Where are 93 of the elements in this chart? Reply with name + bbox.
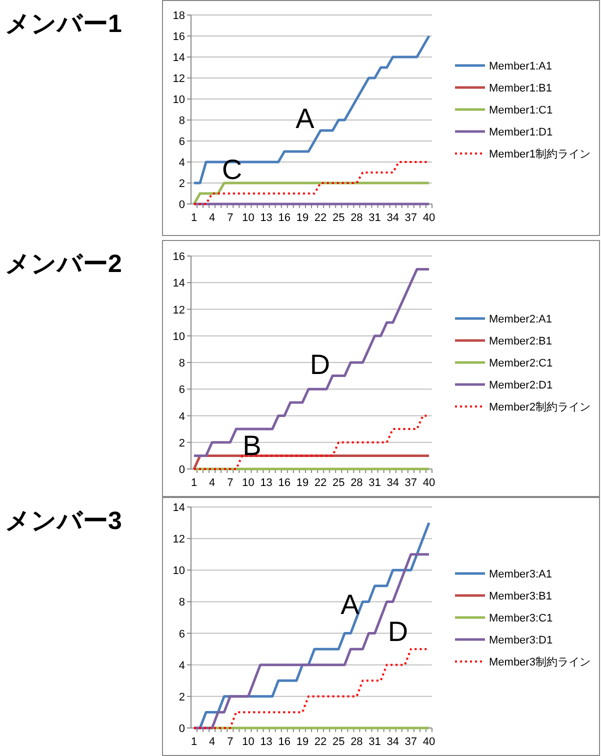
x-tick-label: 4 <box>209 477 216 489</box>
x-tick-label: 13 <box>260 212 272 224</box>
x-tick-label: 25 <box>332 477 345 489</box>
x-tick-label: 40 <box>422 212 436 224</box>
x-tick-label: 31 <box>368 212 381 224</box>
y-tick-label: 4 <box>178 410 185 423</box>
x-tick-label: 25 <box>332 736 345 748</box>
x-tick-label: 13 <box>260 736 272 748</box>
legend-label: Member2:B1 <box>489 336 552 348</box>
legend-label: Member3:C1 <box>489 612 553 624</box>
y-tick-label: 4 <box>178 660 185 672</box>
x-tick-label: 37 <box>404 736 418 748</box>
x-tick-label: 22 <box>314 477 327 489</box>
annotation: A <box>296 103 315 134</box>
legend-label: Member3:D1 <box>489 634 553 646</box>
x-tick-label: 37 <box>404 212 418 224</box>
y-tick-label: 14 <box>172 278 185 290</box>
x-tick-label: 31 <box>368 477 381 489</box>
y-tick-label: 18 <box>172 10 185 22</box>
x-tick-label: 7 <box>227 477 234 489</box>
chart-title: メンバー1 <box>5 10 122 38</box>
y-tick-label: 14 <box>172 52 185 64</box>
y-tick-label: 10 <box>172 565 185 578</box>
y-tick-label: 10 <box>172 330 185 343</box>
x-tick-label: 10 <box>242 736 254 748</box>
x-tick-label: 16 <box>278 736 291 748</box>
legend-label: Member2:D1 <box>489 380 553 392</box>
x-tick-label: 16 <box>278 477 291 489</box>
x-tick-label: 19 <box>296 736 309 748</box>
annotation: C <box>222 154 242 185</box>
x-tick-label: 4 <box>209 212 216 224</box>
y-tick-label: 4 <box>178 157 185 169</box>
y-tick-label: 12 <box>172 304 185 316</box>
legend-label: Member1:D1 <box>489 126 553 138</box>
y-tick-label: 14 <box>172 502 185 514</box>
y-tick-label: 2 <box>178 691 185 704</box>
x-tick-label: 10 <box>242 477 254 489</box>
x-tick-label: 28 <box>350 212 363 224</box>
y-tick-label: 12 <box>172 73 185 85</box>
y-tick-label: 0 <box>178 723 185 735</box>
annotation: A <box>340 589 360 620</box>
x-tick-label: 1 <box>190 212 198 224</box>
legend-label: Member2:C1 <box>489 358 553 370</box>
x-tick-label: 25 <box>332 212 345 224</box>
y-tick-label: 8 <box>178 115 185 127</box>
legend-label: Member1:A1 <box>489 60 552 72</box>
annotation: D <box>388 616 408 647</box>
x-tick-label: 7 <box>227 212 234 224</box>
x-tick-label: 13 <box>260 477 272 489</box>
x-tick-label: 10 <box>242 212 254 224</box>
x-tick-label: 28 <box>350 736 363 748</box>
y-tick-label: 8 <box>178 358 185 370</box>
chart-title: メンバー3 <box>5 507 122 535</box>
x-tick-label: 19 <box>296 212 309 224</box>
x-tick-label: 40 <box>422 477 436 489</box>
x-tick-label: 19 <box>296 477 309 489</box>
y-tick-label: 16 <box>172 251 185 263</box>
x-tick-label: 31 <box>368 736 381 748</box>
annotation: D <box>310 349 330 380</box>
x-tick-label: 16 <box>278 212 291 224</box>
y-tick-label: 6 <box>178 136 185 148</box>
legend-label: Member2制約ライン <box>489 400 590 414</box>
legend-label: Member3:A1 <box>489 568 552 580</box>
chart-title: メンバー2 <box>5 250 122 278</box>
y-tick-label: 10 <box>172 94 185 106</box>
x-tick-label: 7 <box>227 736 234 748</box>
x-tick-label: 28 <box>350 477 363 489</box>
x-tick-label: 34 <box>386 736 399 748</box>
annotation: B <box>242 430 262 461</box>
x-tick-label: 22 <box>314 736 327 748</box>
x-tick-label: 34 <box>386 212 399 224</box>
y-tick-label: 12 <box>172 534 185 546</box>
legend-label: Member2:A1 <box>489 314 552 326</box>
legend-label: Member1:B1 <box>489 82 552 94</box>
x-tick-label: 4 <box>209 736 216 748</box>
y-tick-label: 2 <box>178 178 185 190</box>
x-tick-label: 37 <box>404 477 418 489</box>
legend-label: Member3制約ライン <box>489 656 590 668</box>
x-tick-label: 1 <box>190 736 198 748</box>
legend-label: Member1:C1 <box>489 104 553 116</box>
y-tick-label: 6 <box>178 384 185 396</box>
y-tick-label: 0 <box>178 199 185 211</box>
y-tick-label: 16 <box>172 31 185 43</box>
legend-label: Member3:B1 <box>489 590 552 602</box>
x-tick-label: 1 <box>190 477 198 489</box>
x-tick-label: 40 <box>422 736 436 748</box>
y-tick-label: 2 <box>178 437 185 450</box>
x-tick-label: 34 <box>386 477 399 489</box>
y-tick-label: 0 <box>178 464 185 476</box>
y-tick-label: 8 <box>178 596 185 609</box>
y-tick-label: 6 <box>178 628 185 640</box>
x-tick-label: 22 <box>314 212 327 224</box>
legend-label: Member1制約ライン <box>489 148 590 160</box>
